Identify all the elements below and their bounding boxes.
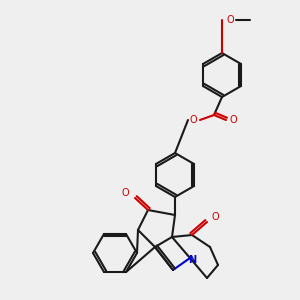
Text: O: O — [189, 115, 197, 125]
Text: O: O — [229, 115, 237, 125]
Text: O: O — [226, 15, 234, 25]
Text: N: N — [188, 255, 196, 265]
Text: O: O — [121, 188, 129, 198]
Text: O: O — [211, 212, 219, 222]
